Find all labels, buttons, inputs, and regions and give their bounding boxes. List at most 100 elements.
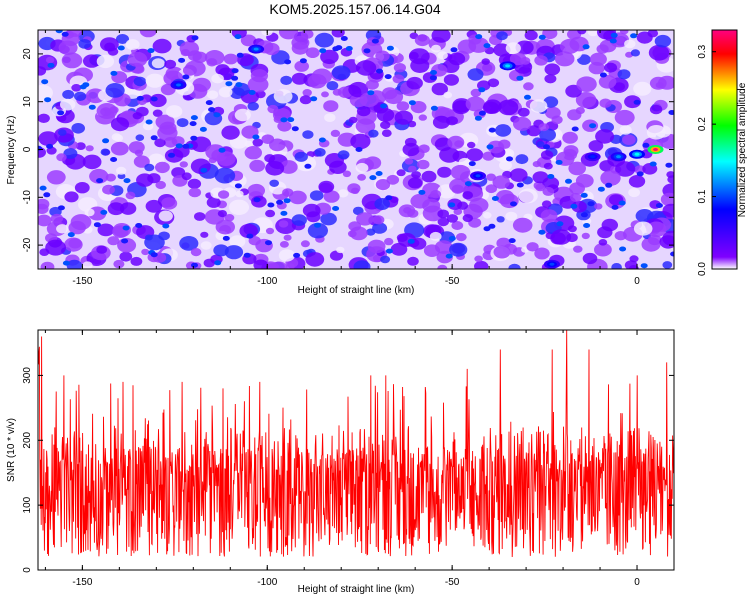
spectrogram-cell [662, 261, 673, 269]
spectrogram-cell [96, 178, 104, 184]
spectrogram-cell [510, 201, 517, 207]
spectrogram-cell [534, 55, 548, 66]
spectrogram-cell [229, 235, 246, 248]
spectrogram-cell [524, 30, 538, 41]
spectrogram-cell [247, 76, 269, 93]
spectrogram-cell [112, 223, 131, 237]
spectrogram-cell [194, 212, 206, 221]
spectrogram-cell [577, 54, 591, 65]
spectrogram-cell [307, 73, 327, 89]
spectrogram-cell [253, 259, 269, 269]
spectrogram-cell [191, 262, 198, 268]
spectrogram-cell [318, 180, 335, 193]
colorbar-label: Normalized spectral amplitude [737, 82, 748, 217]
spectrogram-cell [294, 151, 308, 162]
spectrogram-cell [189, 121, 197, 127]
spectrogram-cell [291, 35, 310, 50]
spectrogram-cell [97, 223, 115, 237]
spectrogram-cell [582, 44, 590, 50]
spectrogram-cell [384, 74, 392, 80]
spectrogram-cell [506, 156, 513, 162]
spectrogram-cell [151, 58, 165, 69]
spectrogram-cell [392, 74, 405, 84]
spectrogram-cell [670, 251, 674, 257]
spectrogram-cell [222, 235, 230, 241]
spectrogram-cell [107, 202, 125, 216]
spectrogram-hotspot-core [549, 262, 555, 266]
spectrogram-cell [188, 187, 202, 198]
spectrogram-cell [598, 239, 608, 246]
spectrogram-cell [478, 110, 486, 116]
spectrogram-cell [117, 173, 126, 180]
spectrogram-cell [508, 238, 516, 244]
spectrogram-cell [66, 30, 83, 37]
spectrogram-cell [105, 83, 125, 98]
spectrogram-cell [453, 208, 463, 215]
spectrogram-cell [283, 198, 291, 204]
spectrogram-cell [496, 31, 508, 41]
spectrogram-cell [517, 107, 530, 117]
spectrogram-cell [375, 179, 391, 191]
spectrogram-cell [200, 241, 212, 250]
spectrogram-cell [158, 210, 173, 222]
spectrogram-cell [481, 58, 490, 65]
snr-y-axis-title: SNR (10 * v/v) [6, 418, 17, 482]
spectrogram-cell [248, 236, 261, 246]
spectrogram-cell [340, 36, 348, 41]
spectrogram-cell [475, 34, 483, 40]
spectrogram-cell [356, 212, 374, 226]
spectrogram-cell [141, 248, 150, 256]
spectrogram-cell [582, 252, 598, 265]
spectrogram-cell [150, 135, 158, 141]
spectrogram-cell [589, 52, 607, 66]
colorbar-tick-label: 0.0 [697, 262, 708, 276]
spectrogram-cell [109, 106, 119, 114]
spectrogram-cell [144, 163, 155, 172]
spectrogram-cell [38, 214, 52, 227]
spectrogram-cell [430, 190, 442, 199]
spectrogram-cell [534, 247, 550, 260]
spectrogram-cell [57, 205, 65, 211]
spectrogram-cell [279, 30, 299, 40]
spectrogram-cell [263, 42, 280, 56]
spectrogram-cell [437, 217, 449, 227]
spectrogram-cell [121, 238, 129, 244]
spectrogram-cell [600, 170, 621, 186]
spectrogram-cell [450, 47, 458, 53]
spectrogram-cell [182, 143, 190, 149]
colorbar-tick-label: 0.1 [697, 189, 708, 203]
spectrogram-cell [633, 221, 653, 236]
spectrogram-cell [224, 245, 244, 260]
spectrogram-cell [543, 144, 550, 150]
spectrogram-cell [532, 171, 549, 184]
spectrogram-cell [57, 110, 65, 116]
spectrogram-cell [62, 260, 70, 266]
spectrogram-cell [609, 38, 617, 44]
spectrogram-cell [58, 129, 67, 136]
spectrogram-cell [150, 252, 158, 258]
spectrogram-cell [628, 175, 646, 188]
spectrogram-cell [604, 62, 618, 73]
spectrogram-cell [599, 98, 612, 108]
spectrogram-cell [422, 198, 441, 213]
spectrogram-cell [416, 159, 430, 170]
spectrogram-cell [418, 189, 426, 195]
spectrogram-cell [249, 159, 266, 172]
spectrogram-cell [40, 261, 55, 269]
spectrogram-cell [291, 214, 307, 226]
spectrogram-cell [474, 115, 482, 121]
spectrogram-cell [46, 170, 66, 185]
spectrogram-cell [228, 199, 250, 215]
spectrogram-cell [175, 143, 183, 149]
spectrogram-cell [243, 252, 251, 258]
spectrogram-cell [119, 202, 137, 215]
spectrogram-hotspot-core [634, 152, 640, 156]
spectrogram-cell [571, 126, 579, 132]
spectrogram-cell [331, 65, 351, 80]
spectrogram-cell [363, 48, 371, 54]
spectrogram-cell [348, 116, 358, 124]
spectrogram-cell [364, 156, 382, 170]
spectrogram-cell [289, 190, 307, 205]
spectrogram-cell [200, 167, 208, 173]
